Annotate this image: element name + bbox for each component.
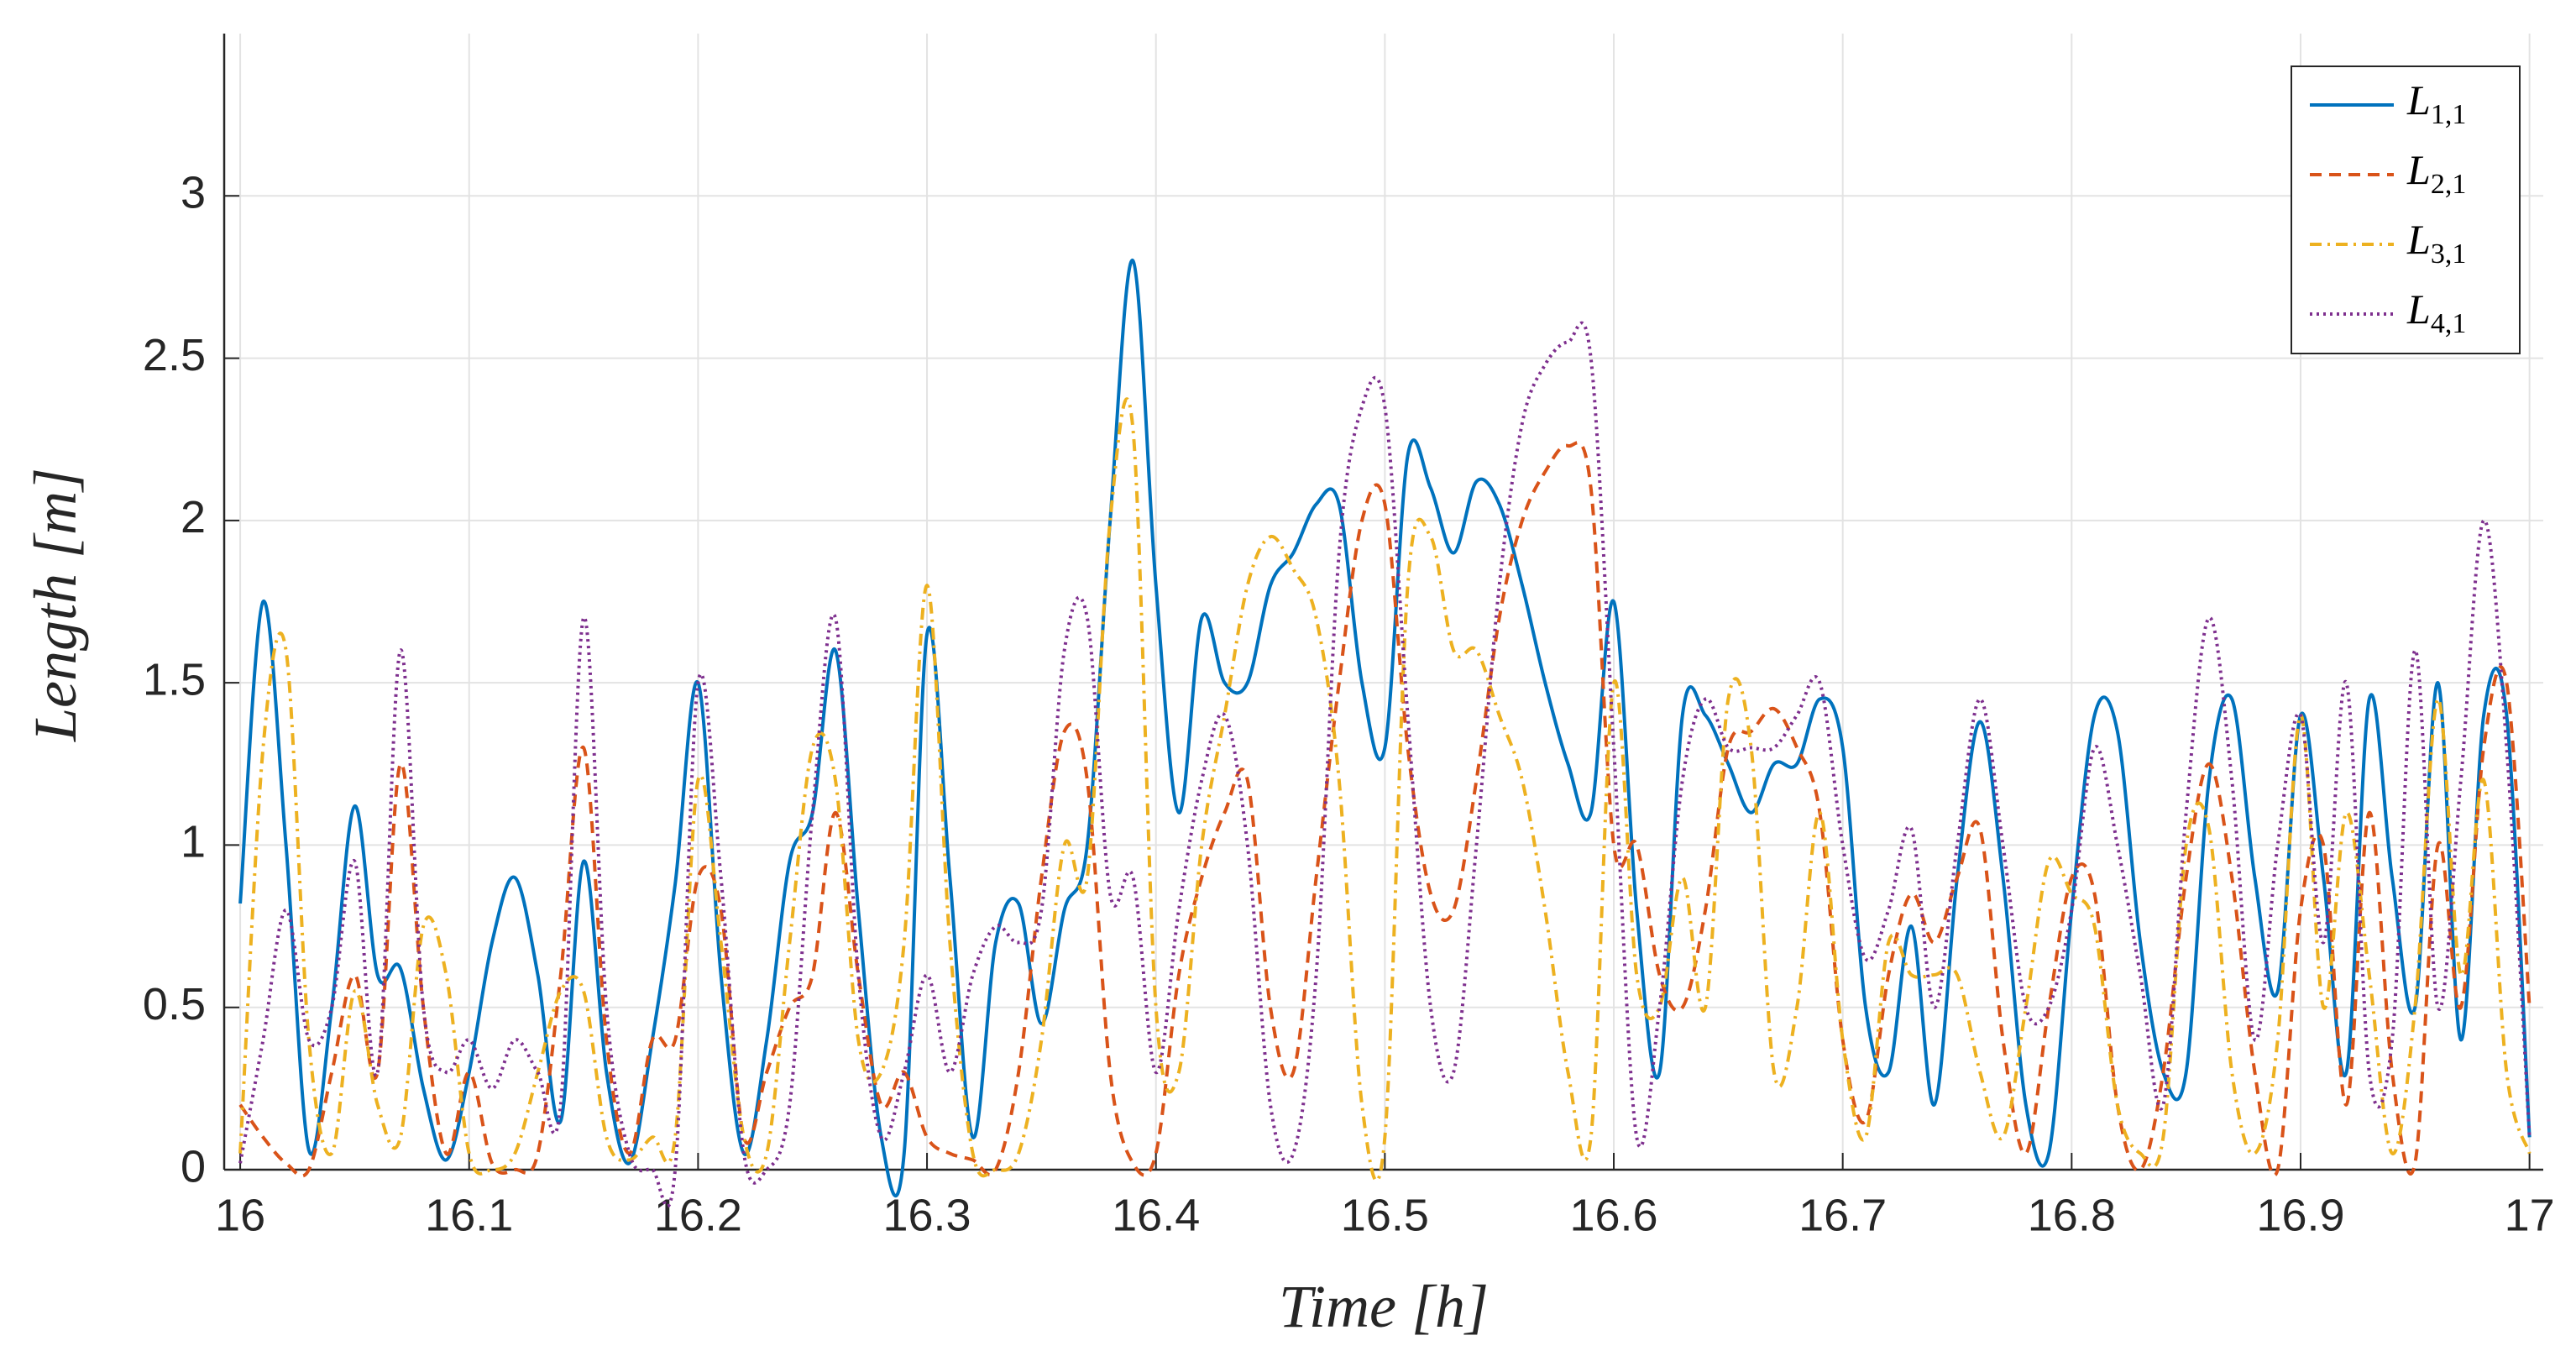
legend-name: L xyxy=(2406,146,2431,193)
legend-label: L3,1 xyxy=(2406,216,2466,269)
legend-subscript: 1,1 xyxy=(2431,99,2467,130)
legend-label: L2,1 xyxy=(2406,146,2466,199)
legend-name: L xyxy=(2406,285,2431,333)
legend: L1,1L2,1L3,1L4,1 xyxy=(2291,65,2521,354)
y-tick-label: 3 xyxy=(181,168,206,218)
y-tick-label: 1.5 xyxy=(143,654,206,704)
x-axis-label: Time [h] xyxy=(1279,1273,1489,1340)
x-tick-label: 16.6 xyxy=(1569,1190,1657,1240)
legend-label: L4,1 xyxy=(2406,285,2466,338)
series-line xyxy=(238,259,2531,1197)
series-line xyxy=(238,441,2531,1178)
y-tick-label: 2.5 xyxy=(143,330,206,380)
legend-subscript: 3,1 xyxy=(2431,238,2467,270)
legend-box xyxy=(2291,65,2521,354)
y-tick-label: 2 xyxy=(181,492,206,542)
x-tick-label: 16.4 xyxy=(1112,1190,1200,1240)
legend-name: L xyxy=(2406,216,2431,263)
x-tick-label: 16.7 xyxy=(1798,1190,1887,1240)
x-tick-label: 17 xyxy=(2505,1190,2555,1240)
legend-subscript: 4,1 xyxy=(2431,308,2467,339)
legend-name: L xyxy=(2406,76,2431,123)
x-tick-label: 16.8 xyxy=(2028,1190,2116,1240)
y-tick-label: 0 xyxy=(181,1141,206,1192)
x-tick-label: 16 xyxy=(215,1190,265,1240)
x-tick-label: 16.1 xyxy=(425,1190,513,1240)
legend-label: L1,1 xyxy=(2406,76,2466,129)
y-axis-label: Length [m] xyxy=(22,468,89,742)
x-tick-label: 16.2 xyxy=(654,1190,742,1240)
legend-subscript: 2,1 xyxy=(2431,169,2467,200)
series-line xyxy=(238,321,2531,1208)
x-tick-label: 16.9 xyxy=(2256,1190,2344,1240)
x-tick-label: 16.5 xyxy=(1341,1190,1429,1240)
x-tick-label: 16.3 xyxy=(882,1190,971,1240)
y-tick-label: 0.5 xyxy=(143,979,206,1029)
y-tick-label: 1 xyxy=(181,817,206,867)
